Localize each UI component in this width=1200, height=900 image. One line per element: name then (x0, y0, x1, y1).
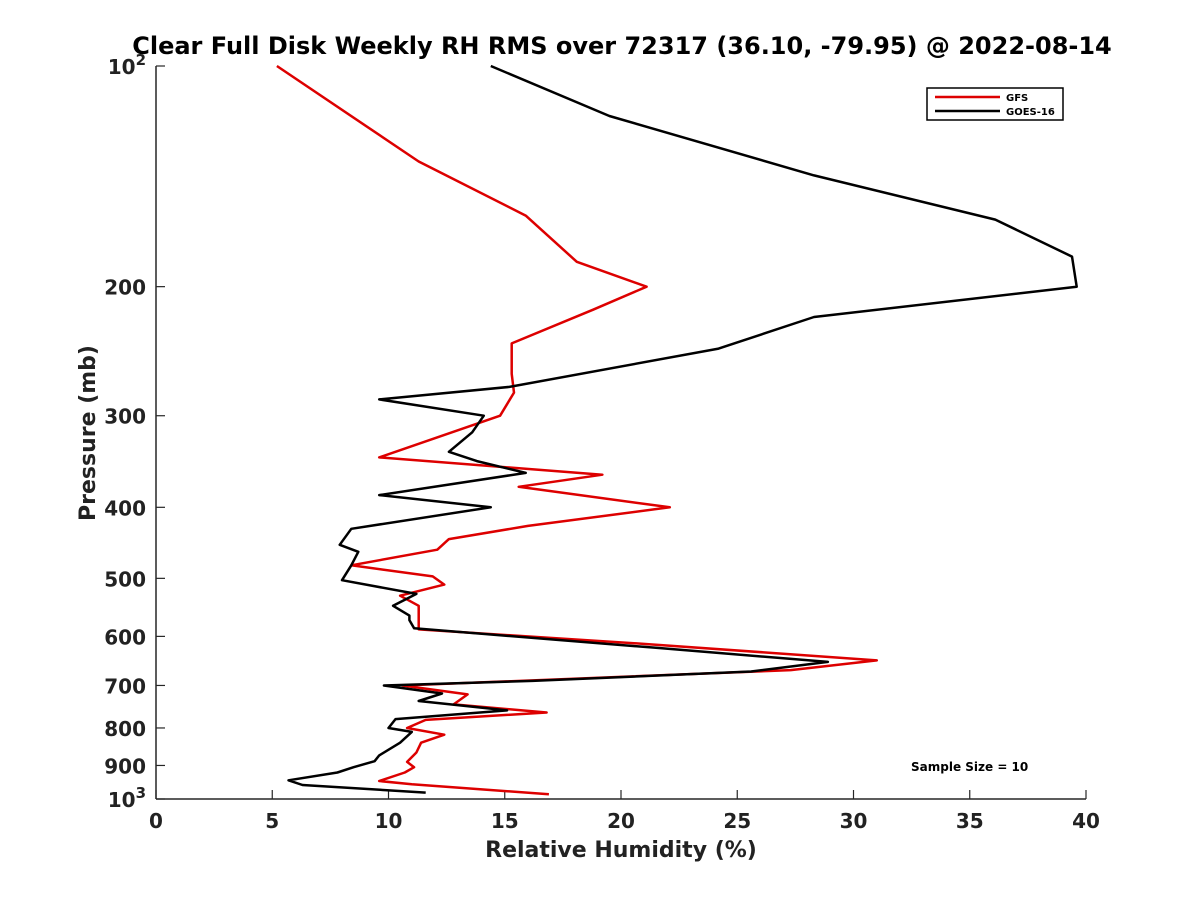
legend-box (926, 87, 1064, 121)
y-tick-label: 102 (108, 51, 146, 79)
legend: GFS GOES-16 (926, 87, 1064, 121)
y-tick-label-exponent: 3 (136, 784, 146, 802)
x-tick-label: 30 (840, 809, 868, 833)
y-tick-label: 400 (104, 496, 146, 520)
y-axis-label: Pressure (mb) (76, 345, 101, 521)
x-axis-ticks: 0 5 10 15 20 25 30 35 40 (149, 790, 1100, 833)
x-tick-label: 35 (956, 809, 984, 833)
legend-label-gfs: GFS (1006, 93, 1028, 104)
y-tick-label: 300 (104, 405, 146, 429)
x-tick-label: 10 (375, 809, 403, 833)
y-tick-label: 900 (104, 754, 146, 778)
y-tick-label: 103 (108, 784, 146, 812)
sample-size-annotation: Sample Size = 10 (911, 760, 1028, 774)
y-tick-label: 500 (104, 567, 146, 591)
x-tick-label: 15 (491, 809, 519, 833)
y-tick-label-exponent: 2 (136, 51, 146, 69)
y-tick-label-base: 10 (108, 55, 136, 79)
series-layer (276, 64, 1078, 796)
chart-title: Clear Full Disk Weekly RH RMS over 72317… (132, 32, 1112, 60)
y-tick-label: 700 (104, 674, 146, 698)
y-tick-label: 600 (104, 625, 146, 649)
x-axis-label: Relative Humidity (%) (485, 838, 757, 863)
x-tick-label: 5 (265, 809, 279, 833)
x-tick-label: 20 (607, 809, 635, 833)
series-line-gfs (276, 64, 879, 796)
y-tick-label: 800 (104, 717, 146, 741)
series-line-goes16 (287, 64, 1078, 794)
y-tick-label-base: 10 (108, 788, 136, 812)
x-tick-label: 25 (723, 809, 751, 833)
y-tick-label: 200 (104, 276, 146, 300)
x-tick-label: 0 (149, 809, 163, 833)
legend-label-goes16: GOES-16 (1006, 107, 1055, 118)
x-tick-label: 40 (1072, 809, 1100, 833)
